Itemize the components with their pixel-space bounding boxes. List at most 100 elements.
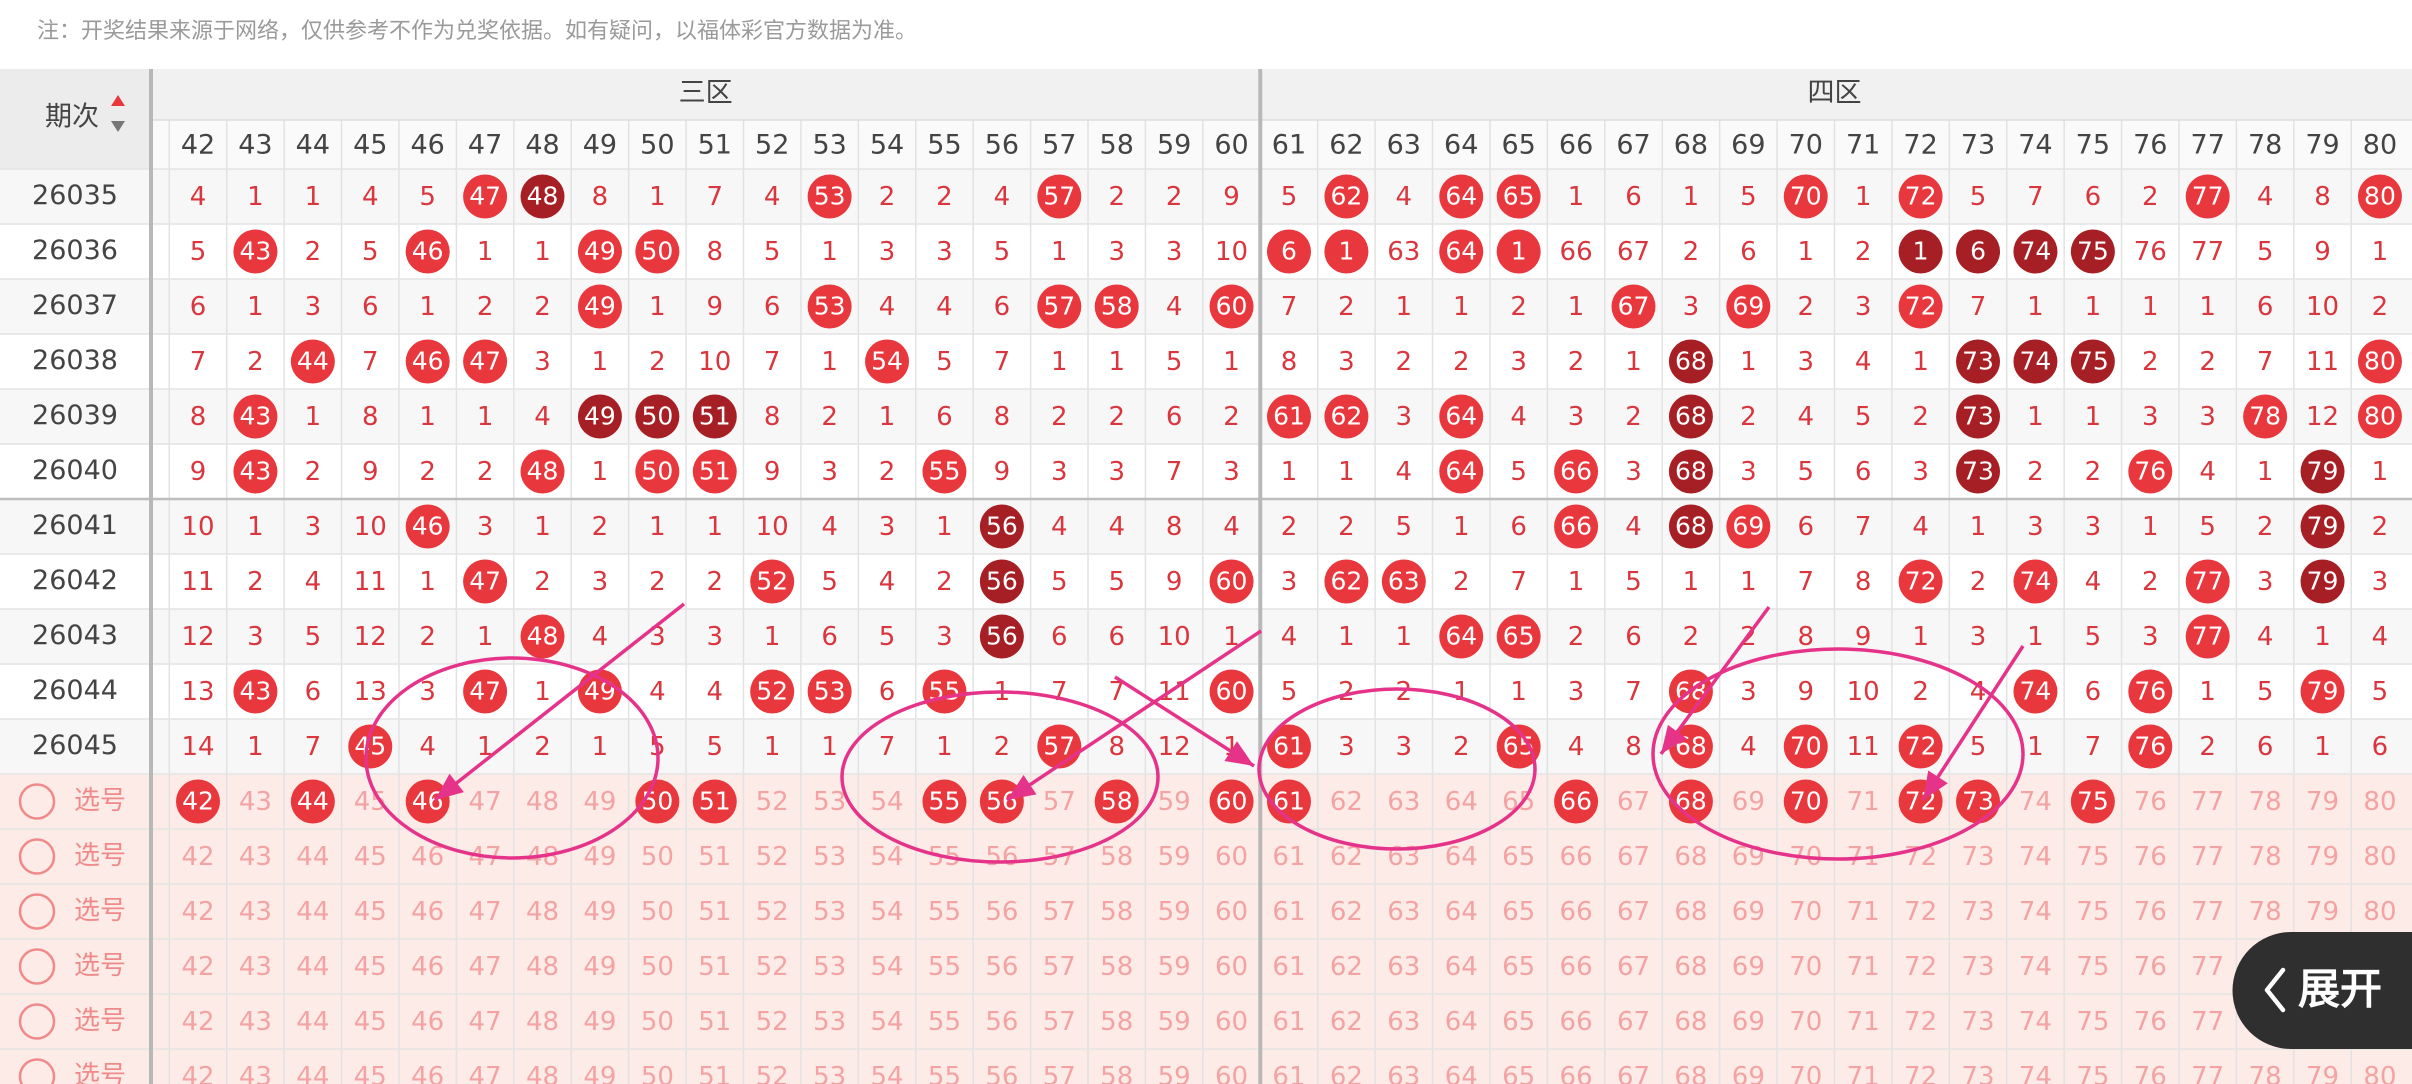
select-number[interactable]: 48 [526,1007,559,1037]
select-number[interactable]: 65 [1502,1007,1535,1037]
select-number[interactable]: 59 [1158,1007,1191,1037]
select-number[interactable]: 80 [2363,842,2396,872]
select-number[interactable]: 70 [1789,952,1822,982]
select-number[interactable]: 78 [2249,842,2282,872]
select-number[interactable]: 50 [641,787,673,816]
select-number[interactable]: 75 [2076,1007,2109,1037]
select-number[interactable]: 61 [1272,842,1305,872]
select-number[interactable]: 51 [699,787,731,816]
select-number[interactable]: 50 [641,952,674,982]
select-number[interactable]: 68 [1674,897,1707,927]
select-number[interactable]: 75 [2076,1062,2109,1084]
select-number[interactable]: 56 [985,842,1018,872]
select-number[interactable]: 42 [181,897,214,927]
select-number[interactable]: 80 [2363,787,2396,817]
select-number[interactable]: 67 [1617,1007,1650,1037]
select-number[interactable]: 71 [1847,1007,1880,1037]
select-number[interactable]: 70 [1790,787,1822,816]
select-number[interactable]: 77 [2191,1007,2224,1037]
select-number[interactable]: 66 [1560,1007,1593,1037]
select-label[interactable]: 选号 [74,951,126,981]
select-number[interactable]: 46 [411,1062,444,1084]
select-number[interactable]: 78 [2249,897,2282,927]
select-number[interactable]: 76 [2134,787,2167,817]
select-label[interactable]: 选号 [74,1061,126,1084]
select-radio[interactable] [18,1003,56,1040]
select-number[interactable]: 74 [2019,1062,2052,1084]
select-number[interactable]: 69 [1732,1007,1765,1037]
select-number[interactable]: 63 [1387,897,1420,927]
select-number[interactable]: 63 [1387,842,1420,872]
select-number[interactable]: 54 [870,1007,903,1037]
select-number[interactable]: 67 [1617,897,1650,927]
select-number[interactable]: 71 [1847,897,1880,927]
select-number[interactable]: 49 [583,897,616,927]
select-number[interactable]: 76 [2134,1062,2167,1084]
select-number[interactable]: 57 [1043,1007,1076,1037]
select-number[interactable]: 64 [1445,1007,1478,1037]
select-number[interactable]: 77 [2191,842,2224,872]
select-number[interactable]: 76 [2134,897,2167,927]
select-number[interactable]: 60 [1215,1062,1248,1084]
select-number[interactable]: 67 [1617,787,1650,817]
select-number[interactable]: 60 [1215,1007,1248,1037]
select-number[interactable]: 48 [526,787,559,817]
select-number[interactable]: 55 [928,897,961,927]
select-number[interactable]: 52 [756,952,789,982]
select-number[interactable]: 77 [2191,787,2224,817]
select-number[interactable]: 55 [928,1062,961,1084]
select-number[interactable]: 55 [928,952,961,982]
select-number[interactable]: 45 [354,952,387,982]
select-number[interactable]: 58 [1100,842,1133,872]
select-number[interactable]: 73 [1961,952,1994,982]
select-number[interactable]: 44 [296,952,329,982]
select-number[interactable]: 55 [928,1007,961,1037]
select-number[interactable]: 60 [1215,842,1248,872]
select-number[interactable]: 59 [1158,952,1191,982]
select-number[interactable]: 42 [181,1062,214,1084]
select-number[interactable]: 46 [412,787,444,816]
expand-button[interactable] [2232,932,2412,1049]
select-number[interactable]: 61 [1272,952,1305,982]
select-number[interactable]: 76 [2134,952,2167,982]
select-number[interactable]: 72 [1904,952,1937,982]
select-number[interactable]: 65 [1502,842,1535,872]
select-number[interactable]: 58 [1100,1007,1133,1037]
select-number[interactable]: 53 [813,842,846,872]
select-number[interactable]: 47 [469,952,502,982]
select-number[interactable]: 73 [1961,1007,1994,1037]
select-number[interactable]: 51 [698,897,731,927]
select-number[interactable]: 62 [1330,1062,1363,1084]
select-number[interactable]: 75 [2076,842,2109,872]
select-number[interactable]: 61 [1272,1062,1305,1084]
select-number[interactable]: 62 [1330,787,1363,817]
select-number[interactable]: 51 [698,1007,731,1037]
select-number[interactable]: 44 [296,897,329,927]
select-number[interactable]: 76 [2134,842,2167,872]
select-number[interactable]: 58 [1100,952,1133,982]
select-number[interactable]: 73 [1962,787,1994,816]
select-number[interactable]: 70 [1789,897,1822,927]
select-number[interactable]: 44 [296,842,329,872]
select-number[interactable]: 66 [1560,1062,1593,1084]
select-number[interactable]: 60 [1215,952,1248,982]
select-number[interactable]: 72 [1904,1062,1937,1084]
select-number[interactable]: 45 [354,1062,387,1084]
select-number[interactable]: 48 [526,897,559,927]
select-number[interactable]: 71 [1847,1062,1880,1084]
select-number[interactable]: 67 [1617,842,1650,872]
select-number[interactable]: 80 [2363,897,2396,927]
select-number[interactable]: 63 [1387,1062,1420,1084]
select-radio[interactable] [18,893,56,930]
select-number[interactable]: 63 [1387,952,1420,982]
select-number[interactable]: 65 [1502,897,1535,927]
select-number[interactable]: 42 [181,952,214,982]
select-number[interactable]: 72 [1904,1007,1937,1037]
select-number[interactable]: 46 [411,1007,444,1037]
select-number[interactable]: 67 [1617,1062,1650,1084]
select-number[interactable]: 61 [1272,897,1305,927]
select-number[interactable]: 50 [641,842,674,872]
select-number[interactable]: 56 [985,897,1018,927]
select-number[interactable]: 68 [1674,842,1707,872]
select-number[interactable]: 69 [1732,952,1765,982]
